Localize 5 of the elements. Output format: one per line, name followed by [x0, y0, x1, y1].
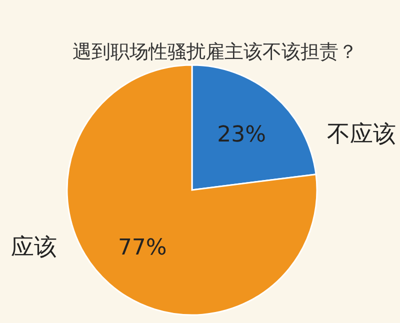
- slice-label: 应该: [11, 234, 57, 260]
- data-label: 23%: [217, 122, 266, 148]
- chart-title: 遇到职场性骚扰雇主该不该担责？: [72, 41, 358, 63]
- data-label: 77%: [118, 235, 167, 260]
- slice-label: 不应该: [327, 122, 396, 148]
